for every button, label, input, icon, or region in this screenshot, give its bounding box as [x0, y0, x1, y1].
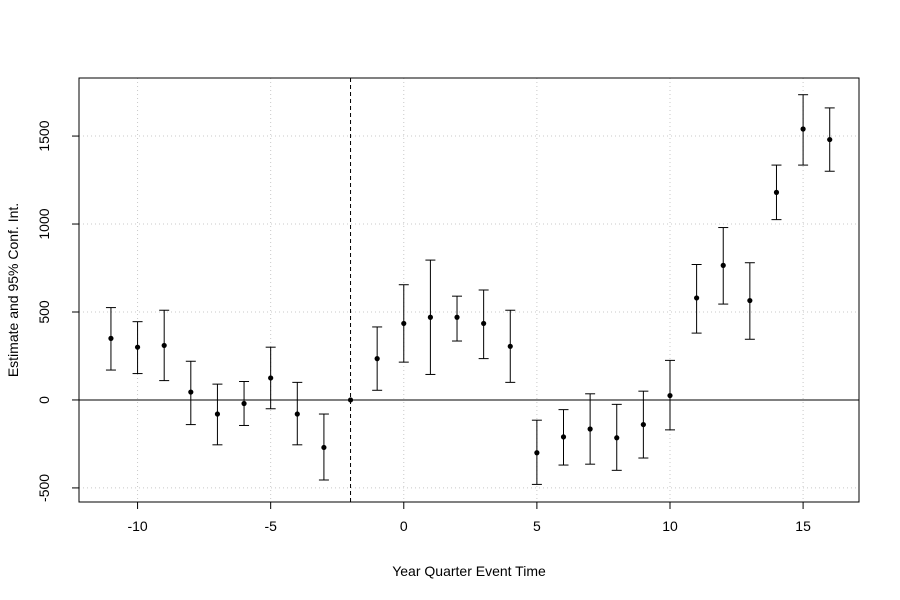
y-tick-label: 1000 [36, 208, 52, 239]
y-tick-label: 500 [36, 300, 52, 324]
point-estimate [827, 136, 833, 143]
x-tick-label: 15 [795, 518, 811, 534]
point-estimate [321, 444, 327, 451]
x-axis-title: Year Quarter Event Time [392, 563, 546, 579]
x-tick-label: 5 [533, 518, 541, 534]
grid-layer [79, 78, 859, 502]
axis-layer: -10 -5 0 5 10 15 -500 0 500 1000 1500 [36, 120, 811, 534]
x-tick-label: 10 [662, 518, 678, 534]
point-estimate [108, 335, 114, 341]
point-estimate [241, 400, 247, 407]
point-estimate [481, 320, 487, 327]
x-tick-label: -5 [264, 518, 277, 534]
point-estimate [374, 356, 380, 362]
point-estimate [401, 320, 407, 327]
point-estimate [347, 397, 354, 403]
point-estimate [800, 126, 806, 132]
point-estimate [587, 426, 593, 432]
point-estimate [747, 297, 753, 304]
point-estimate [640, 421, 646, 428]
x-tick-label: -10 [127, 518, 147, 534]
point-estimate [294, 411, 300, 417]
y-tick-label: -500 [36, 474, 52, 502]
point-estimate [188, 389, 194, 395]
point-estimate [507, 343, 513, 349]
point-estimate [560, 434, 567, 440]
point-estimate [694, 295, 700, 301]
y-axis-title: Estimate and 95% Conf. Int. [5, 203, 21, 377]
point-estimate [614, 435, 620, 441]
point-estimate [720, 262, 726, 268]
point-estimate [214, 411, 221, 417]
plot-frame [78, 77, 860, 503]
x-tick-label: 0 [400, 518, 408, 534]
data-layer [105, 94, 835, 485]
point-estimate [773, 189, 780, 195]
point-estimate [161, 342, 167, 349]
point-estimate [667, 392, 673, 399]
reference-lines [79, 78, 859, 502]
point-estimate [134, 344, 141, 350]
point-estimate [268, 375, 274, 381]
y-tick-label: 0 [36, 396, 52, 404]
y-tick-label: 1500 [36, 120, 52, 151]
point-estimate [534, 450, 540, 456]
point-estimate [427, 314, 433, 320]
point-estimate [454, 314, 460, 320]
